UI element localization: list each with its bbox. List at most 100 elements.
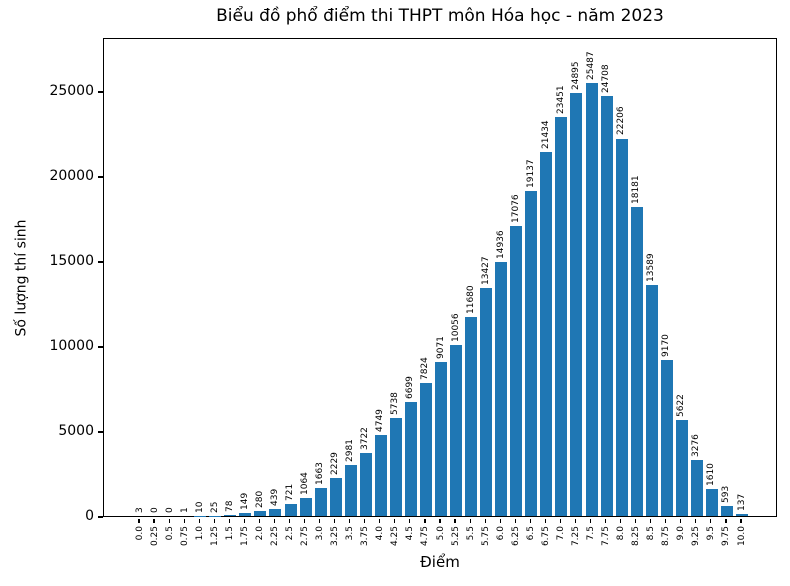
x-tick-mark xyxy=(349,518,351,523)
x-tick-label: 6.5 xyxy=(525,526,536,541)
x-tick-label: 6.25 xyxy=(510,526,521,547)
bar-value-label: 2981 xyxy=(345,439,356,463)
bar xyxy=(720,505,733,516)
bar xyxy=(630,206,643,516)
bar-value-label: 721 xyxy=(285,483,295,501)
bar xyxy=(239,513,252,516)
bar xyxy=(645,285,658,516)
bar xyxy=(660,360,673,516)
x-tick-label: 9.5 xyxy=(706,526,717,541)
x-tick-mark xyxy=(514,518,516,523)
x-tick-label: 8.75 xyxy=(661,526,672,547)
bar xyxy=(585,82,598,516)
x-tick-label: 3.0 xyxy=(315,526,326,541)
x-tick-label: 2.0 xyxy=(254,526,265,541)
x-tick-mark xyxy=(725,518,727,523)
bar xyxy=(435,361,447,516)
bar-value-label: 9071 xyxy=(435,335,446,359)
bar xyxy=(359,452,372,516)
bar-value-label: 1 xyxy=(179,507,190,513)
x-tick-label: 4.75 xyxy=(420,526,431,547)
bar-value-label: 1610 xyxy=(706,462,717,486)
x-tick-mark xyxy=(213,518,215,523)
x-tick-label: 2.5 xyxy=(285,526,295,541)
bar-value-label: 25 xyxy=(209,501,220,513)
y-tick-label: 5000 xyxy=(58,423,94,439)
x-tick-mark xyxy=(394,518,396,523)
bar-value-label: 14936 xyxy=(495,230,506,260)
x-tick-label: 4.25 xyxy=(390,526,401,547)
bar-value-label: 13427 xyxy=(480,256,491,285)
x-tick-mark xyxy=(620,518,622,523)
bar-value-label: 9170 xyxy=(661,334,672,358)
y-axis-label: Số lượng thí sinh xyxy=(14,218,31,337)
x-tick-label: 8.0 xyxy=(616,526,627,541)
bar xyxy=(600,95,613,516)
x-tick-mark xyxy=(589,518,592,523)
bar-value-label: 13589 xyxy=(646,253,657,282)
bar-value-label: 22206 xyxy=(616,106,627,136)
x-tick-mark xyxy=(409,518,411,523)
x-tick-mark xyxy=(319,518,321,523)
bar-value-label: 24895 xyxy=(570,61,581,90)
x-tick-mark xyxy=(740,518,742,523)
x-tick-label: 10.0 xyxy=(736,526,747,547)
bar-value-label: 280 xyxy=(254,491,265,509)
bar-value-label: 1064 xyxy=(300,472,311,495)
y-tick-mark xyxy=(97,346,103,348)
y-tick-mark xyxy=(97,516,103,518)
bar xyxy=(480,287,493,516)
bar-value-label: 23451 xyxy=(555,85,566,115)
bar-value-label: 17076 xyxy=(510,194,521,223)
bar-value-label: 18181 xyxy=(631,175,642,204)
x-tick-label: 5.25 xyxy=(450,526,461,547)
bar xyxy=(254,511,267,516)
bar-value-label: 439 xyxy=(269,488,280,506)
bar-value-label: 24708 xyxy=(601,64,612,93)
y-axis-label-container: Số lượng thí sinh xyxy=(2,38,42,517)
bar-value-label: 19137 xyxy=(525,159,536,188)
x-tick-mark xyxy=(424,518,426,523)
y-tick-mark xyxy=(97,431,103,433)
x-tick-mark xyxy=(273,518,276,523)
y-tick-label: 0 xyxy=(85,508,94,524)
bar xyxy=(690,460,703,516)
bar-value-label: 149 xyxy=(239,493,250,511)
y-tick-mark xyxy=(97,261,103,263)
x-tick-mark xyxy=(334,518,336,523)
x-tick-label: 5.75 xyxy=(480,526,491,547)
x-tick-mark xyxy=(574,518,577,523)
bar xyxy=(495,262,508,516)
x-axis-label: Điểm xyxy=(420,553,460,571)
x-tick-label: 0.0 xyxy=(134,526,145,541)
plot-area xyxy=(103,38,777,517)
x-tick-mark xyxy=(288,518,291,523)
x-tick-label: 0.5 xyxy=(164,526,175,541)
bar xyxy=(450,345,463,516)
y-tick-mark xyxy=(97,176,103,178)
x-tick-mark xyxy=(439,518,441,523)
x-tick-label: 1.75 xyxy=(239,526,250,547)
bar-value-label: 593 xyxy=(721,485,732,503)
bar xyxy=(570,92,583,516)
x-tick-label: 9.75 xyxy=(721,526,732,547)
x-tick-label: 3.25 xyxy=(330,526,341,547)
bar-value-label: 0 xyxy=(149,507,160,513)
x-tick-mark xyxy=(153,518,155,523)
x-tick-mark xyxy=(499,518,501,523)
bar xyxy=(525,190,538,516)
x-tick-label: 5.0 xyxy=(435,526,446,541)
bar xyxy=(269,508,282,516)
bar-value-label: 0 xyxy=(164,507,175,513)
x-tick-label: 8.25 xyxy=(631,526,642,547)
x-tick-mark xyxy=(258,518,260,523)
y-tick-label: 15000 xyxy=(49,253,94,269)
x-tick-label: 7.25 xyxy=(570,526,581,547)
bar xyxy=(344,465,357,516)
bar-value-label: 3276 xyxy=(691,434,702,458)
x-tick-mark xyxy=(454,518,456,523)
x-tick-label: 2.25 xyxy=(269,526,280,547)
bar-value-label: 3 xyxy=(134,507,145,513)
bar-value-label: 10056 xyxy=(450,313,461,343)
